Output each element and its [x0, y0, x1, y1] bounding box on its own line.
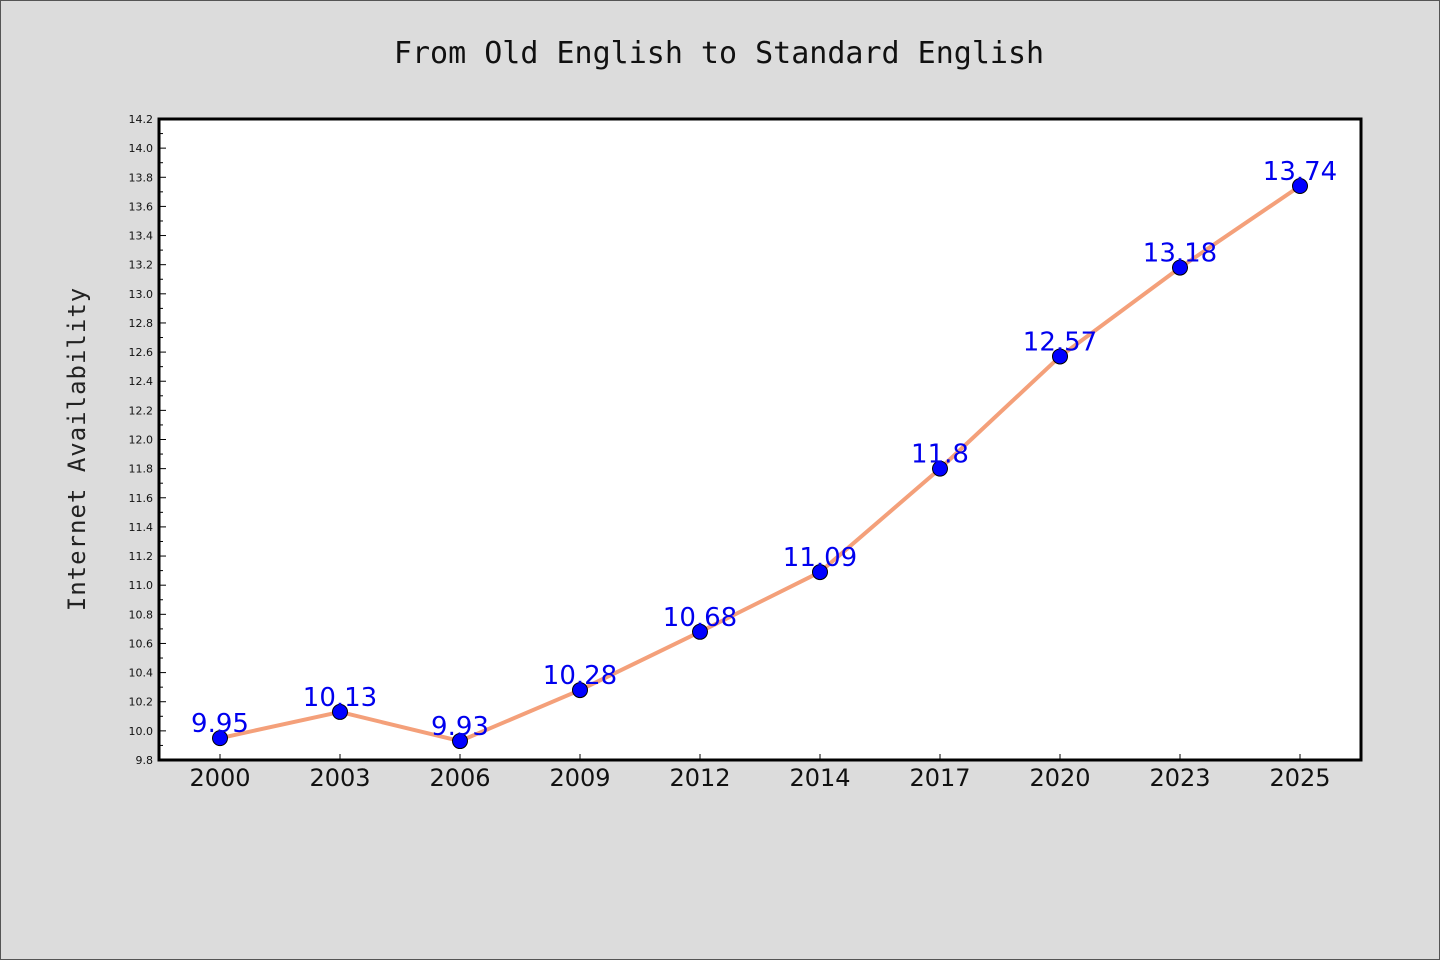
- data-point: [332, 703, 348, 720]
- y-tick-label: 11.4: [129, 521, 154, 534]
- data-label: 9.95: [191, 709, 249, 739]
- x-tick-label: 2025: [1269, 764, 1330, 792]
- y-tick-label: 10.4: [129, 667, 154, 680]
- x-tick-label: 2023: [1149, 764, 1210, 792]
- data-label: 12.57: [1023, 327, 1097, 357]
- x-tick-label: 2009: [549, 764, 610, 792]
- data-point: [1052, 348, 1068, 365]
- x-tick-label: 2020: [1029, 764, 1090, 792]
- x-tick-label: 2012: [669, 764, 730, 792]
- y-tick-label: 13.0: [129, 288, 154, 301]
- data-label: 10.28: [543, 661, 617, 691]
- data-label: 10.13: [303, 683, 377, 713]
- data-label: 11.09: [783, 543, 857, 573]
- data-label: 10.68: [663, 603, 737, 633]
- data-point: [812, 564, 828, 581]
- y-tick-label: 12.0: [129, 434, 154, 447]
- y-tick-label: 9.8: [136, 754, 154, 767]
- data-label: 13.18: [1143, 239, 1217, 269]
- y-tick-label: 13.8: [129, 171, 154, 184]
- y-tick-label: 10.6: [129, 637, 154, 650]
- y-tick-label: 11.2: [129, 550, 154, 563]
- y-tick-label: 10.8: [129, 608, 154, 621]
- chart-title: From Old English to Standard English: [394, 36, 1044, 71]
- data-point: [572, 682, 588, 699]
- data-point: [692, 623, 708, 640]
- y-tick-label: 10.0: [129, 725, 154, 738]
- x-tick-label: 2003: [309, 764, 370, 792]
- x-tick-label: 2000: [189, 764, 250, 792]
- x-tick-label: 2017: [909, 764, 970, 792]
- y-tick-label: 14.2: [129, 113, 154, 126]
- data-point: [1172, 259, 1188, 276]
- y-axis-label: Internet Availability: [63, 287, 91, 611]
- y-tick-label: 12.2: [129, 404, 154, 417]
- y-tick-label: 13.6: [129, 200, 154, 213]
- data-point: [212, 730, 228, 747]
- data-point: [452, 733, 468, 750]
- x-tick-label: 2014: [789, 764, 850, 792]
- plot-area: [157, 117, 1363, 762]
- y-tick-label: 13.4: [129, 230, 154, 243]
- y-tick-label: 13.2: [129, 259, 154, 272]
- data-label: 13.74: [1263, 157, 1337, 187]
- y-tick-label: 12.6: [129, 346, 154, 359]
- series-group: [212, 178, 1308, 750]
- x-tick-label: 2006: [429, 764, 490, 792]
- series-line: [219, 184, 1302, 744]
- data-label: 11.8: [911, 440, 969, 470]
- y-tick-label: 12.8: [129, 317, 154, 330]
- y-axis: 9.8 10.0 10.2 10.4 10.6 10.8 11.0 11.2 11.4 11.6 1…: [129, 113, 166, 767]
- y-tick-label: 10.2: [129, 696, 154, 709]
- y-tick-label: 11.0: [129, 579, 154, 592]
- x-axis: 2000 2003 2006 2009 2012 2014 2017 2020 2023 2025: [189, 754, 1331, 792]
- y-tick-label: 11.6: [129, 492, 154, 505]
- data-labels: 9.95 10.13 9.93 10.28 10.68 11.09 11.8 12.57 13.…: [191, 157, 1337, 742]
- data-point: [1292, 178, 1308, 195]
- y-tick-label: 11.8: [129, 463, 154, 476]
- y-tick-label: 14.0: [129, 142, 154, 155]
- data-label: 9.93: [431, 712, 489, 742]
- y-tick-label: 12.4: [129, 375, 154, 388]
- data-point: [932, 460, 948, 477]
